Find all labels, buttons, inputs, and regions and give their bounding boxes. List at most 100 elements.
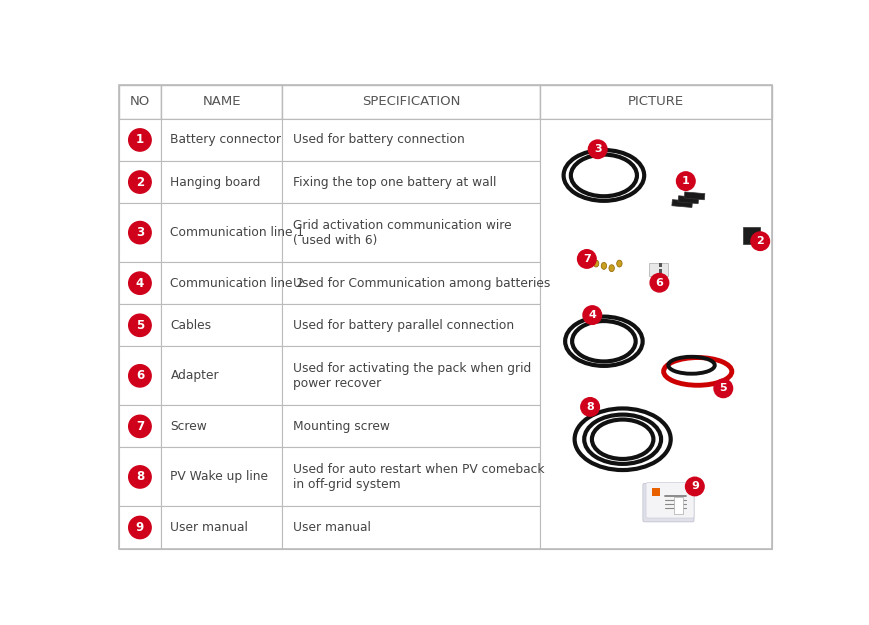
Text: 5: 5 [720,383,727,393]
Circle shape [129,415,151,437]
Text: Battery connector: Battery connector [170,134,282,146]
Text: Used for Communication among batteries: Used for Communication among batteries [293,277,550,289]
Circle shape [129,129,151,151]
Circle shape [676,172,695,191]
Circle shape [588,140,607,159]
Bar [282,346,541,406]
Text: Communication line 1: Communication line 1 [170,226,305,239]
Circle shape [129,272,151,294]
Ellipse shape [609,265,614,272]
Bar [119,346,161,406]
Bar [282,448,541,506]
Bar [282,262,541,304]
FancyBboxPatch shape [646,482,694,518]
Text: User manual: User manual [170,521,249,534]
Text: Used for battery connection: Used for battery connection [293,134,465,146]
Text: 3: 3 [594,144,601,154]
Bar [659,262,661,268]
Text: User manual: User manual [293,521,371,534]
Text: Used for battery parallel connection: Used for battery parallel connection [293,319,514,332]
Bar [161,304,282,346]
Circle shape [650,274,669,292]
Text: Adapter: Adapter [170,369,219,382]
Circle shape [129,466,151,488]
Text: 1: 1 [682,176,690,186]
Bar [119,406,161,447]
Bar [161,262,282,304]
Bar [119,161,161,203]
Circle shape [129,171,151,193]
Text: 9: 9 [136,521,144,534]
Text: Mounting screw: Mounting screw [293,420,390,433]
Text: Fixing the top one battery at wall: Fixing the top one battery at wall [293,176,496,189]
Bar [161,448,282,506]
Text: Used for auto restart when PV comeback
in off-grid system: Used for auto restart when PV comeback i… [293,463,544,491]
Bar [282,406,541,447]
Bar [282,506,541,549]
Text: Cables: Cables [170,319,211,332]
Ellipse shape [594,260,599,267]
Text: Communication line 2: Communication line 2 [170,277,305,289]
Bar [161,161,282,203]
Text: SPECIFICATION: SPECIFICATION [362,96,461,109]
Bar [282,203,541,262]
Bar [119,262,161,304]
Bar [649,264,668,276]
Bar [541,119,772,549]
Text: 2: 2 [756,236,764,246]
Text: 7: 7 [583,254,591,264]
Bar [282,85,541,119]
FancyBboxPatch shape [643,483,694,522]
Text: NAME: NAME [202,96,241,109]
Circle shape [686,478,704,496]
Ellipse shape [617,260,622,267]
Circle shape [129,314,151,336]
Circle shape [580,398,600,416]
Circle shape [578,250,596,268]
Text: 4: 4 [136,277,144,289]
Text: PV Wake up line: PV Wake up line [170,471,269,484]
Text: NO: NO [129,96,150,109]
Bar [282,304,541,346]
Bar [161,346,282,406]
Text: 7: 7 [136,420,144,433]
Text: 9: 9 [691,481,699,491]
Bar [161,406,282,447]
Bar [119,506,161,549]
Circle shape [129,364,151,387]
Text: 8: 8 [136,471,144,484]
Bar [659,269,661,274]
Bar [161,506,282,549]
Text: 6: 6 [136,369,144,382]
Circle shape [714,379,733,398]
Bar [119,119,161,161]
Bar [743,227,760,244]
Text: 6: 6 [655,278,663,288]
Bar [282,161,541,203]
Text: PICTURE: PICTURE [628,96,684,109]
Text: 4: 4 [588,310,596,320]
Bar [684,192,705,200]
Text: 3: 3 [136,226,144,239]
Text: 1: 1 [136,134,144,146]
Bar [119,85,161,119]
Text: Hanging board: Hanging board [170,176,261,189]
Text: Screw: Screw [170,420,207,433]
Text: 8: 8 [587,402,594,412]
Bar [161,119,282,161]
Bar [282,119,541,161]
Circle shape [129,221,151,244]
Bar [161,203,282,262]
Bar [119,304,161,346]
Bar [541,85,772,119]
Text: Used for activating the pack when grid
power recover: Used for activating the pack when grid p… [293,362,531,390]
Bar [161,85,282,119]
Ellipse shape [601,262,607,269]
Text: 5: 5 [136,319,144,332]
Circle shape [751,232,770,251]
Bar [653,488,660,496]
Circle shape [583,306,601,324]
Text: 2: 2 [136,176,144,189]
Bar [678,196,699,204]
Bar [672,199,693,208]
